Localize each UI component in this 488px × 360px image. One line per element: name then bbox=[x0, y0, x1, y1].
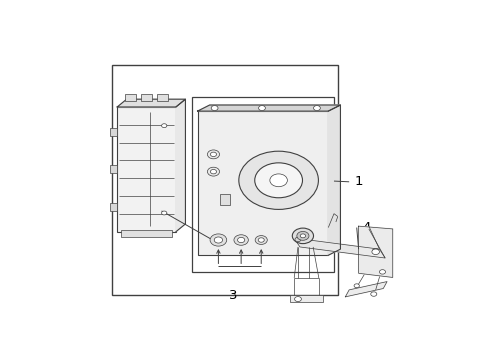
Circle shape bbox=[207, 150, 219, 159]
Circle shape bbox=[237, 237, 244, 243]
Bar bbox=[290, 294, 322, 302]
Circle shape bbox=[296, 231, 308, 240]
Polygon shape bbox=[327, 105, 340, 255]
Bar bbox=[141, 94, 152, 100]
Circle shape bbox=[300, 234, 305, 238]
Polygon shape bbox=[117, 99, 185, 107]
Circle shape bbox=[379, 270, 385, 274]
Bar bbox=[112, 66, 337, 296]
Circle shape bbox=[269, 174, 287, 187]
Bar bbox=[124, 94, 136, 100]
Bar bbox=[197, 111, 327, 255]
Text: 1: 1 bbox=[354, 175, 363, 188]
Circle shape bbox=[210, 152, 216, 157]
Circle shape bbox=[161, 211, 166, 215]
Text: 3: 3 bbox=[229, 288, 237, 302]
Circle shape bbox=[254, 163, 302, 198]
Text: 2: 2 bbox=[145, 204, 154, 217]
Circle shape bbox=[255, 235, 267, 244]
Polygon shape bbox=[294, 238, 385, 258]
Bar bbox=[121, 230, 172, 237]
Bar bbox=[220, 194, 229, 205]
Bar bbox=[157, 94, 168, 100]
Circle shape bbox=[353, 284, 359, 288]
Bar bbox=[110, 128, 117, 136]
Circle shape bbox=[214, 237, 222, 243]
Polygon shape bbox=[358, 226, 392, 278]
Circle shape bbox=[258, 238, 264, 242]
Text: 4: 4 bbox=[362, 221, 370, 234]
Circle shape bbox=[294, 237, 301, 242]
Bar bbox=[110, 203, 117, 211]
Bar bbox=[117, 107, 176, 232]
Circle shape bbox=[211, 105, 218, 111]
Circle shape bbox=[210, 170, 216, 174]
Circle shape bbox=[258, 105, 265, 111]
Circle shape bbox=[313, 105, 320, 111]
Circle shape bbox=[161, 124, 166, 127]
Polygon shape bbox=[197, 105, 340, 111]
Bar bbox=[110, 165, 117, 174]
Circle shape bbox=[238, 151, 318, 210]
Circle shape bbox=[370, 292, 376, 296]
Circle shape bbox=[207, 167, 219, 176]
Circle shape bbox=[371, 249, 379, 255]
Circle shape bbox=[233, 235, 248, 245]
Bar bbox=[191, 97, 333, 272]
Circle shape bbox=[292, 228, 313, 244]
Circle shape bbox=[210, 234, 226, 246]
Circle shape bbox=[294, 297, 301, 302]
Polygon shape bbox=[176, 99, 185, 232]
Circle shape bbox=[372, 248, 378, 253]
Polygon shape bbox=[345, 282, 386, 297]
